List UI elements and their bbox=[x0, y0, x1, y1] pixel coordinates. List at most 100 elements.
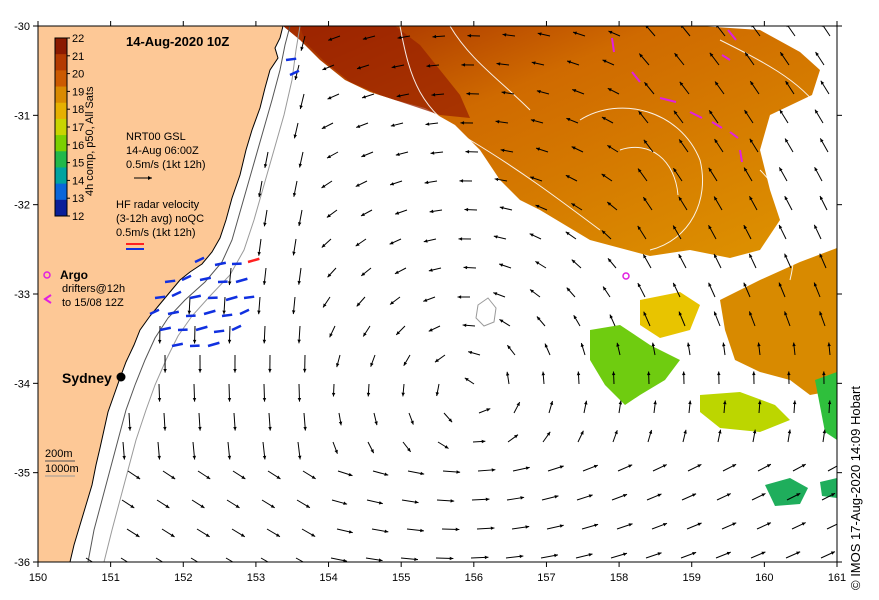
current-arrow-head bbox=[165, 562, 169, 565]
colorbar-tick-label: 13 bbox=[72, 193, 84, 205]
x-tick-label: 158 bbox=[610, 572, 628, 584]
colorbar-tick-label: 18 bbox=[72, 104, 84, 116]
current-arrow-head bbox=[429, 209, 434, 214]
colorbar-segment bbox=[55, 38, 67, 55]
current-arrow-head bbox=[714, 253, 718, 258]
current-arrow-head bbox=[779, 224, 783, 229]
current-arrow-head bbox=[607, 145, 612, 149]
hf-arrow bbox=[285, 57, 297, 62]
current-arrow-head bbox=[464, 207, 469, 212]
current-arrow-head bbox=[726, 551, 731, 556]
hf-arrow bbox=[199, 276, 212, 282]
current-arrow-head bbox=[486, 408, 491, 412]
current-arrow-head bbox=[496, 62, 501, 66]
current-arrow-head bbox=[820, 138, 824, 143]
current-arrow-head bbox=[603, 286, 607, 291]
current-arrow-head bbox=[426, 64, 431, 68]
current-arrow-head bbox=[198, 368, 202, 373]
current-arrow-head bbox=[395, 152, 400, 156]
current-arrow-head bbox=[362, 95, 367, 99]
current-arrow-head bbox=[228, 281, 232, 286]
current-arrow-head bbox=[200, 562, 204, 565]
current-arrow-head bbox=[520, 496, 525, 500]
current-arrow-head bbox=[363, 332, 367, 337]
current-arrow-head bbox=[732, 464, 737, 468]
current-arrow-head bbox=[714, 139, 718, 143]
current-arrow-head bbox=[536, 147, 541, 151]
hf-arrow bbox=[221, 313, 233, 318]
current-arrow-head bbox=[157, 455, 161, 460]
current-arrow-head bbox=[389, 241, 394, 245]
hf-arrow bbox=[239, 308, 250, 316]
current-arrow-head bbox=[567, 60, 572, 64]
current-arrow-head bbox=[573, 31, 578, 35]
current-arrow-head bbox=[348, 530, 353, 534]
legend-nrt-scale: 0.5m/s (1kt 12h) bbox=[126, 159, 205, 171]
current-arrow-head bbox=[505, 371, 510, 376]
current-arrow-head bbox=[653, 400, 657, 405]
current-arrow-head bbox=[618, 400, 623, 405]
current-arrow-head bbox=[407, 447, 411, 452]
current-arrow-head bbox=[678, 196, 683, 201]
current-arrow-head bbox=[643, 197, 647, 202]
current-arrow-head bbox=[722, 342, 726, 347]
current-arrow-head bbox=[784, 253, 788, 258]
hf-arrow bbox=[213, 329, 225, 334]
current-arrow-head bbox=[565, 231, 570, 236]
sst-yellow-patch bbox=[640, 292, 700, 338]
current-arrow-head bbox=[507, 345, 511, 350]
current-arrow-head bbox=[697, 464, 702, 468]
current-arrow-head bbox=[222, 310, 226, 315]
current-arrow-head bbox=[580, 430, 584, 435]
current-arrow bbox=[827, 465, 837, 472]
current-arrow-head bbox=[623, 493, 628, 498]
current-arrow-head bbox=[370, 449, 374, 454]
current-arrow-head bbox=[766, 464, 771, 468]
current-arrow-head bbox=[448, 418, 453, 423]
current-arrow-head bbox=[361, 272, 366, 276]
current-arrow-head bbox=[501, 90, 506, 95]
current-arrow-head bbox=[792, 400, 797, 405]
current-arrow-head bbox=[428, 268, 433, 272]
current-arrow-head bbox=[749, 138, 754, 143]
current-arrow-head bbox=[500, 148, 505, 153]
current-arrow-head bbox=[623, 552, 628, 556]
current-arrow-head bbox=[435, 392, 440, 396]
current-arrow-head bbox=[206, 475, 211, 480]
current-arrow-head bbox=[390, 182, 395, 186]
current-arrow-head bbox=[571, 259, 576, 264]
current-arrow-head bbox=[525, 466, 530, 470]
colorbar-tick-label: 12 bbox=[72, 211, 84, 223]
current-arrow-head bbox=[692, 552, 697, 556]
current-arrow-head bbox=[396, 331, 401, 335]
legend-hf-avg: (3-12h avg) noQC bbox=[116, 213, 204, 225]
hf-arrow bbox=[289, 69, 300, 77]
current-arrow-head bbox=[327, 154, 332, 159]
current-arrow-head bbox=[549, 401, 554, 405]
current-arrow-head bbox=[122, 455, 126, 460]
current-arrow-head bbox=[356, 302, 361, 307]
current-arrow-head bbox=[559, 465, 564, 469]
colorbar-segment bbox=[55, 199, 67, 217]
current-arrow-head bbox=[749, 196, 753, 201]
current-arrow-head bbox=[743, 282, 747, 287]
current-arrow-head bbox=[682, 371, 686, 376]
current-arrow-head bbox=[410, 420, 414, 425]
current-arrow-head bbox=[787, 371, 791, 376]
current-arrow-head bbox=[414, 557, 418, 562]
colorbar-segment bbox=[55, 102, 67, 120]
argo-drifter-tracks bbox=[611, 29, 743, 163]
current-arrow-head bbox=[493, 235, 498, 239]
current-arrow-head bbox=[815, 109, 819, 114]
legend-nrt-time: 14-Aug 06:00Z bbox=[126, 145, 199, 157]
legend-nrt-arrow-head-icon bbox=[148, 176, 152, 180]
current-arrow-head bbox=[276, 475, 281, 479]
x-tick-label: 152 bbox=[174, 572, 192, 584]
current-arrow-head bbox=[761, 493, 766, 497]
current-arrow-head bbox=[450, 499, 455, 503]
current-arrow-head bbox=[397, 35, 402, 40]
current-arrow-head bbox=[831, 493, 836, 497]
current-arrow-head bbox=[305, 504, 310, 508]
current-arrow-head bbox=[95, 563, 99, 566]
current-arrow-head bbox=[128, 426, 132, 431]
